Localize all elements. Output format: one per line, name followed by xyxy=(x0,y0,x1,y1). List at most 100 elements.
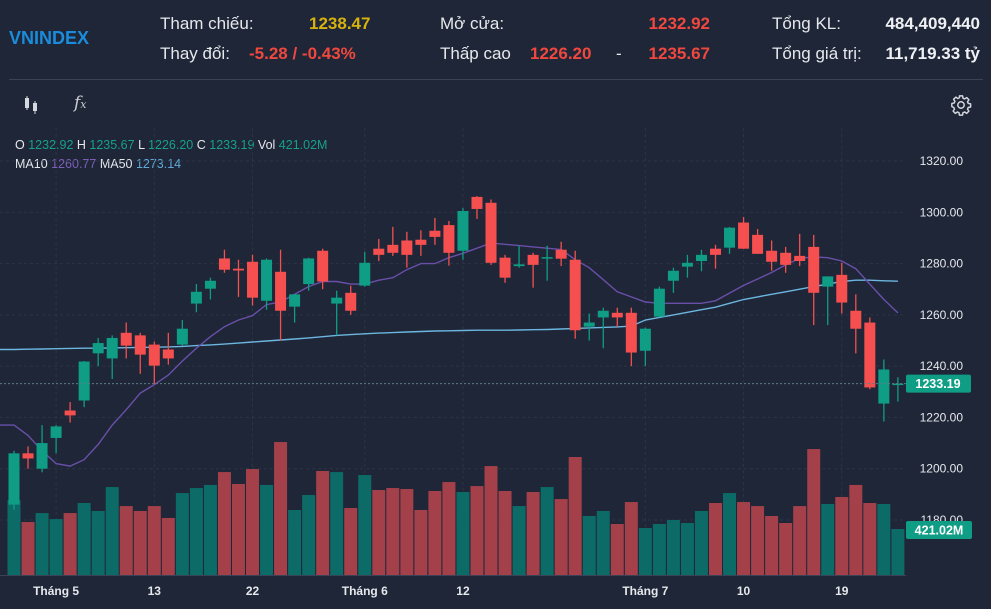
candle xyxy=(176,319,188,346)
candle-body xyxy=(738,222,750,249)
candle xyxy=(148,341,160,385)
total-volume-label: Tổng KL: xyxy=(772,14,841,33)
candle-body xyxy=(22,453,34,459)
volume-bar xyxy=(35,513,49,575)
candle-body xyxy=(864,322,876,388)
ma-legend: MA10 1260.77 MA50 1273.14 xyxy=(15,157,181,171)
candle xyxy=(106,335,118,379)
candle-body xyxy=(513,264,525,267)
volume-bar xyxy=(680,522,694,575)
candle-body xyxy=(148,344,160,366)
candle-body xyxy=(569,259,581,331)
volume-bar xyxy=(260,484,274,575)
volume-bar xyxy=(596,510,610,575)
candle-body xyxy=(611,312,623,318)
candle xyxy=(162,332,174,365)
candle-body xyxy=(443,225,455,253)
candle-body xyxy=(387,244,399,253)
volume-bar xyxy=(554,499,568,575)
candle-body xyxy=(710,248,721,255)
volume-bar xyxy=(835,496,849,575)
volume-bar xyxy=(765,516,779,575)
candle-body xyxy=(204,280,216,289)
candle xyxy=(836,262,848,314)
open-legend-value: 1232.92 xyxy=(28,138,74,152)
low-legend-label: L xyxy=(138,138,145,152)
candle-body xyxy=(892,383,904,386)
candle-body xyxy=(850,310,862,329)
candle-body xyxy=(261,259,273,301)
candle xyxy=(471,196,483,219)
ref-label: Tham chiếu: xyxy=(160,14,254,33)
candle xyxy=(261,258,273,310)
candle xyxy=(204,277,216,300)
candle xyxy=(120,322,132,359)
candle xyxy=(8,450,20,510)
volume-bar xyxy=(400,489,414,575)
volume-bar xyxy=(568,457,582,575)
volume-bar xyxy=(891,529,905,575)
candle-body xyxy=(218,258,230,270)
candle-body xyxy=(190,291,202,304)
candle xyxy=(485,199,497,265)
candle-body xyxy=(667,270,679,281)
volume-legend-value: 421.02M xyxy=(278,138,328,152)
volume-bar xyxy=(666,520,680,575)
volume-bar xyxy=(203,484,217,575)
candle-body xyxy=(794,255,806,262)
ma10-line xyxy=(0,242,899,467)
candle xyxy=(541,245,553,281)
ma10-legend-value: 1260.77 xyxy=(51,157,97,171)
last-price-badge xyxy=(906,374,971,393)
open-value: 1232.92 xyxy=(648,14,710,33)
price-axis-label: 1280.00 xyxy=(920,257,964,271)
last-volume-badge xyxy=(906,521,972,539)
volume-bar xyxy=(610,523,624,575)
candle xyxy=(499,254,511,283)
candle-body xyxy=(836,274,848,303)
candle-body xyxy=(780,252,792,265)
volume-bar xyxy=(694,510,708,575)
volume-bar xyxy=(526,491,540,575)
open-label: Mở cửa: xyxy=(440,14,505,33)
gear-icon[interactable] xyxy=(950,94,972,121)
candle xyxy=(583,313,595,341)
candle xyxy=(387,226,399,256)
change-label: Thay đổi: xyxy=(160,44,230,63)
price-axis-label: 1180.00 xyxy=(921,513,964,527)
volume-bar xyxy=(288,509,302,575)
volume-bar xyxy=(751,506,765,575)
candle-body xyxy=(120,332,132,346)
volume-bar xyxy=(344,508,358,575)
candle-body xyxy=(289,294,301,307)
candlestick-icon[interactable] xyxy=(22,95,42,120)
price-axis-label: 1200.00 xyxy=(920,462,964,476)
volume-bar xyxy=(442,482,456,575)
time-axis-label: 22 xyxy=(246,584,260,598)
total-value-value: 11,719.33 tỷ xyxy=(885,44,980,63)
candle-body xyxy=(78,361,90,401)
time-axis-label: 19 xyxy=(835,584,849,598)
high-legend-label: H xyxy=(76,138,86,152)
time-axis-label: Tháng 6 xyxy=(342,584,388,598)
candle-body xyxy=(415,239,427,245)
candle xyxy=(794,233,806,267)
candle xyxy=(190,284,202,313)
volume-bar xyxy=(709,502,722,575)
candle xyxy=(289,294,301,323)
candle-body xyxy=(457,211,469,251)
high-value: 1235.67 xyxy=(648,44,710,63)
volume-bar xyxy=(470,486,484,575)
candle-body xyxy=(50,426,62,438)
volume-bar xyxy=(21,522,35,575)
close-legend-label: C xyxy=(196,138,206,152)
candle-body xyxy=(373,248,385,255)
volume-bar xyxy=(737,502,751,575)
candle xyxy=(275,249,287,341)
volume-bar xyxy=(386,488,400,575)
candle xyxy=(401,231,413,268)
ma10-legend-label: MA10 xyxy=(15,157,48,171)
fx-icon[interactable]: fx xyxy=(74,93,87,113)
candle xyxy=(443,221,455,266)
